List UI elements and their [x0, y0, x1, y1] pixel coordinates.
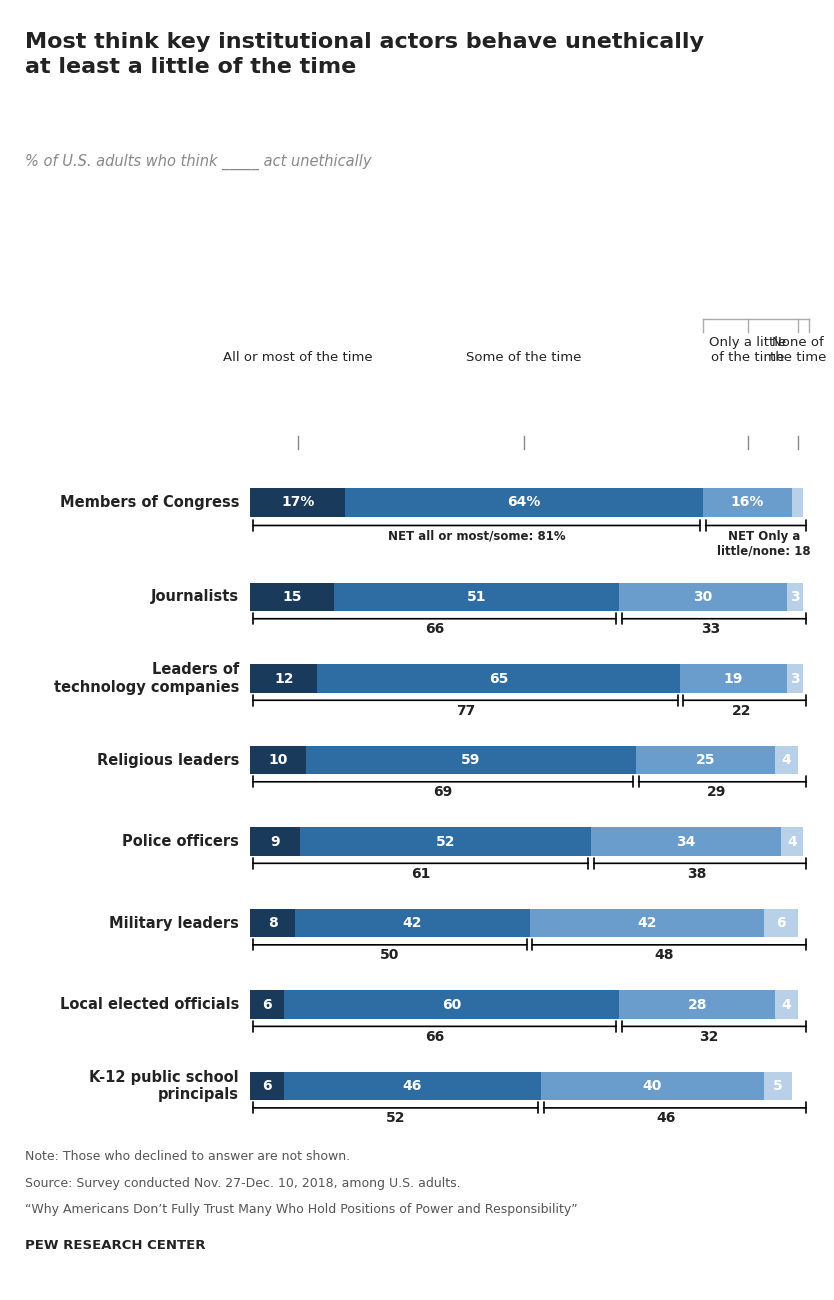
Text: 30: 30	[693, 590, 712, 605]
Bar	[703, 488, 792, 516]
Bar	[591, 827, 781, 855]
Text: 17%: 17%	[281, 495, 314, 510]
Text: 66: 66	[425, 1030, 445, 1044]
Text: 6: 6	[262, 997, 272, 1011]
Text: 59: 59	[461, 753, 480, 767]
Text: 38: 38	[687, 867, 707, 880]
Text: 61: 61	[411, 867, 430, 880]
Bar	[300, 827, 591, 855]
Text: Religious leaders: Religious leaders	[97, 753, 239, 767]
Bar	[250, 664, 317, 693]
Bar	[636, 746, 776, 775]
Text: Journalists: Journalists	[151, 589, 239, 604]
Bar	[776, 746, 798, 775]
Text: 25: 25	[696, 753, 716, 767]
Text: 65: 65	[490, 672, 509, 685]
Bar	[681, 664, 786, 693]
Text: % of U.S. adults who think _____ act unethically: % of U.S. adults who think _____ act une…	[25, 153, 371, 169]
Text: 9: 9	[270, 835, 280, 849]
Bar	[781, 827, 803, 855]
Text: 52: 52	[386, 1112, 405, 1126]
Text: 29: 29	[707, 785, 726, 800]
Text: 46: 46	[403, 1079, 422, 1093]
Text: 5: 5	[773, 1079, 783, 1093]
Text: Only a little
of the time: Only a little of the time	[709, 335, 786, 364]
Bar	[317, 664, 681, 693]
Text: 6: 6	[262, 1079, 272, 1093]
Bar	[764, 909, 798, 937]
Text: 3: 3	[790, 672, 800, 685]
Text: K-12 public school
principals: K-12 public school principals	[89, 1070, 239, 1102]
Bar	[250, 746, 306, 775]
Text: Note: Those who declined to answer are not shown.: Note: Those who declined to answer are n…	[25, 1150, 350, 1164]
Text: 48: 48	[654, 948, 673, 962]
Text: 33: 33	[701, 623, 721, 636]
Text: 40: 40	[643, 1079, 662, 1093]
Text: NET Only a
little/none: 18: NET Only a little/none: 18	[717, 529, 811, 558]
Bar	[619, 582, 786, 611]
Text: Military leaders: Military leaders	[109, 915, 239, 931]
Text: PEW RESEARCH CENTER: PEW RESEARCH CENTER	[25, 1239, 205, 1252]
Bar	[540, 1072, 764, 1100]
Bar	[250, 909, 295, 937]
Bar	[250, 827, 300, 855]
Text: Local elected officials: Local elected officials	[60, 997, 239, 1013]
Bar	[786, 664, 803, 693]
Bar	[764, 1072, 792, 1100]
Text: 32: 32	[699, 1030, 718, 1044]
Text: 19: 19	[724, 672, 743, 685]
Text: 46: 46	[657, 1112, 676, 1126]
Text: NET all or most/some: 81%: NET all or most/some: 81%	[388, 529, 565, 542]
Bar	[250, 1072, 284, 1100]
Text: 34: 34	[676, 835, 696, 849]
Bar	[792, 488, 803, 516]
Bar	[250, 582, 334, 611]
Text: All or most of the time: All or most of the time	[223, 351, 373, 364]
Text: Leaders of
technology companies: Leaders of technology companies	[53, 662, 239, 694]
Bar	[776, 991, 798, 1019]
Text: 52: 52	[436, 835, 455, 849]
Text: Most think key institutional actors behave unethically
at least a little of the : Most think key institutional actors beha…	[25, 32, 704, 77]
Bar	[250, 991, 284, 1019]
Text: 8: 8	[268, 916, 278, 930]
Text: None of
the time: None of the time	[770, 335, 826, 364]
Bar	[345, 488, 703, 516]
Text: 4: 4	[787, 835, 797, 849]
Text: 77: 77	[455, 703, 475, 718]
Text: 15: 15	[283, 590, 302, 605]
Bar	[786, 582, 803, 611]
Text: 69: 69	[434, 785, 453, 800]
Text: 50: 50	[380, 948, 399, 962]
Bar	[530, 909, 764, 937]
Text: 3: 3	[790, 590, 800, 605]
Text: 51: 51	[467, 590, 486, 605]
Text: 60: 60	[442, 997, 461, 1011]
Bar	[334, 582, 619, 611]
Bar	[284, 991, 619, 1019]
Text: Some of the time: Some of the time	[466, 351, 581, 364]
Text: 64%: 64%	[507, 495, 540, 510]
Text: “Why Americans Don’t Fully Trust Many Who Hold Positions of Power and Responsibi: “Why Americans Don’t Fully Trust Many Wh…	[25, 1202, 578, 1216]
Text: 6: 6	[776, 916, 786, 930]
Bar	[619, 991, 776, 1019]
Text: 16%: 16%	[731, 495, 764, 510]
Text: 12: 12	[274, 672, 294, 685]
Bar	[250, 488, 345, 516]
Text: 66: 66	[425, 623, 445, 636]
Text: 42: 42	[403, 916, 422, 930]
Text: Members of Congress: Members of Congress	[59, 495, 239, 510]
Bar	[284, 1072, 540, 1100]
Bar	[306, 746, 636, 775]
Text: 10: 10	[269, 753, 288, 767]
Bar	[295, 909, 530, 937]
Text: 42: 42	[637, 916, 656, 930]
Text: Source: Survey conducted Nov. 27-Dec. 10, 2018, among U.S. adults.: Source: Survey conducted Nov. 27-Dec. 10…	[25, 1176, 460, 1190]
Text: 4: 4	[781, 997, 791, 1011]
Text: 22: 22	[732, 703, 751, 718]
Text: Police officers: Police officers	[122, 835, 239, 849]
Text: 4: 4	[781, 753, 791, 767]
Text: 28: 28	[687, 997, 707, 1011]
